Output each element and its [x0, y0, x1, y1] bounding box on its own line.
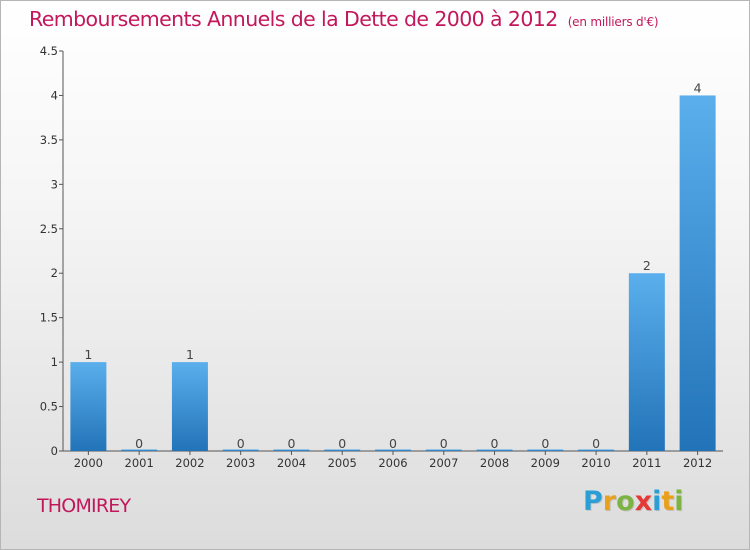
data-label: 0	[135, 436, 143, 451]
data-label: 0	[389, 436, 397, 451]
data-label: 0	[491, 436, 499, 451]
bar-2008	[476, 449, 513, 451]
logo-letter: r	[602, 486, 617, 517]
logo-letter: o	[616, 486, 635, 517]
chart-title-text: Remboursements Annuels de la Dette de 20…	[29, 7, 558, 31]
x-tick-label: 2005	[328, 456, 357, 470]
data-label: 1	[186, 347, 194, 362]
x-tick-label: 2010	[581, 456, 610, 470]
commune-name: THOMIREY	[37, 495, 131, 517]
y-tick-label: 2	[51, 266, 58, 280]
bar-2010	[578, 449, 615, 451]
bar-2011	[628, 273, 665, 451]
bar-2009	[527, 449, 564, 451]
logo-letter: x	[634, 486, 653, 517]
data-label: 0	[338, 436, 346, 451]
bar-2005	[324, 449, 361, 451]
x-tick-label: 2006	[378, 456, 407, 470]
data-label: 1	[84, 347, 92, 362]
chart-axes: 0 0.5 1 1.5 2 2.5 3 3.5 4 4.5	[40, 44, 723, 458]
y-tick-label: 0.5	[40, 400, 58, 414]
x-tick-label: 2012	[683, 456, 712, 470]
x-tick-label: 2011	[632, 456, 661, 470]
chart-unit: (en milliers d'€)	[567, 15, 659, 29]
x-tick-label: 2001	[125, 456, 154, 470]
data-label: 0	[541, 436, 549, 451]
chart-labels: 2000120010200212003020040200502006020070…	[74, 80, 713, 470]
data-label: 0	[440, 436, 448, 451]
logo-letter: i	[652, 486, 662, 517]
y-tick-label: 4.5	[40, 44, 58, 58]
y-tick-label: 1	[51, 355, 58, 369]
bar-2012	[679, 95, 716, 451]
x-tick-label: 2004	[277, 456, 306, 470]
bar-2000	[70, 362, 107, 451]
bar-2002	[171, 362, 208, 451]
y-tick-label: 4	[51, 88, 58, 102]
y-tick-label: 3	[51, 177, 58, 191]
data-label: 0	[237, 436, 245, 451]
logo-letter: P	[583, 486, 603, 517]
x-tick-label: 2002	[175, 456, 204, 470]
x-tick-label: 2008	[480, 456, 509, 470]
chart-bars	[70, 95, 716, 451]
chart-title: Remboursements Annuels de la Dette de 20…	[29, 7, 659, 31]
bar-2001	[121, 449, 158, 451]
bar-2004	[273, 449, 310, 451]
x-tick-label: 2009	[531, 456, 560, 470]
data-label: 0	[287, 436, 295, 451]
data-label: 0	[592, 436, 600, 451]
bar-2003	[222, 449, 259, 451]
data-label: 2	[643, 258, 651, 273]
y-tick-label: 2.5	[40, 222, 58, 236]
y-tick-label: 1.5	[40, 311, 58, 325]
x-tick-label: 2003	[226, 456, 255, 470]
proxiti-logo: Proxiti	[583, 486, 684, 517]
x-tick-label: 2007	[429, 456, 458, 470]
x-tick-label: 2000	[74, 456, 103, 470]
bar-2006	[375, 449, 411, 451]
bar-2007	[425, 449, 462, 451]
y-tick-label: 3.5	[40, 133, 58, 147]
y-tick-label: 0	[51, 444, 58, 458]
logo-letter: i	[674, 486, 684, 517]
logo-letter: t	[661, 486, 675, 517]
data-label: 4	[694, 80, 702, 95]
